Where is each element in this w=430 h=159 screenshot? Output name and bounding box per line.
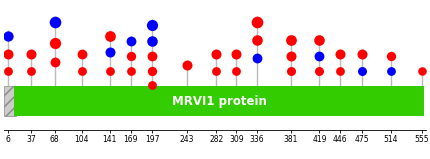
Point: [51, 20, 58, 23]
Point: [106, 51, 113, 53]
Point: [106, 35, 113, 37]
Point: [51, 42, 58, 45]
Point: [418, 69, 425, 72]
Point: [79, 69, 86, 72]
Point: [316, 39, 323, 41]
Point: [79, 53, 86, 55]
Point: [5, 35, 12, 37]
Point: [149, 40, 156, 42]
Point: [128, 40, 135, 42]
Point: [253, 39, 260, 41]
Point: [5, 69, 12, 72]
Point: [253, 20, 260, 23]
Bar: [4, 86, 16, 116]
Point: [106, 69, 113, 72]
Point: [336, 53, 343, 55]
Point: [128, 69, 135, 72]
Point: [387, 69, 394, 72]
Point: [28, 53, 35, 55]
Point: [316, 69, 323, 72]
Point: [128, 55, 135, 58]
Point: [149, 69, 156, 72]
Point: [336, 69, 343, 72]
Bar: [14, 86, 424, 116]
Point: [183, 64, 190, 66]
Point: [149, 24, 156, 26]
Point: [358, 53, 365, 55]
Text: MRVI1 protein: MRVI1 protein: [172, 95, 267, 107]
Point: [149, 83, 156, 86]
Point: [51, 61, 58, 63]
Point: [253, 56, 260, 59]
Point: [287, 39, 294, 41]
Point: [28, 69, 35, 72]
Point: [387, 55, 394, 58]
Point: [213, 69, 220, 72]
Point: [213, 53, 220, 55]
Point: [316, 55, 323, 58]
Point: [358, 69, 365, 72]
Point: [149, 55, 156, 58]
Point: [287, 69, 294, 72]
Point: [5, 53, 12, 55]
Point: [233, 69, 240, 72]
Point: [287, 55, 294, 58]
Point: [233, 53, 240, 55]
